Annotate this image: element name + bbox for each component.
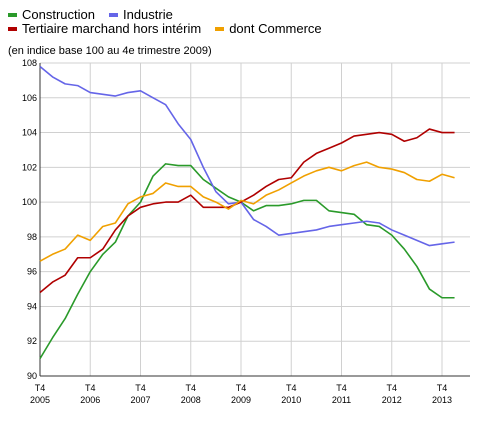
x-tick-year-5: 2010 [281,395,301,405]
x-tick-year-0: 2005 [30,395,50,405]
y-tick-label-102: 102 [22,162,37,172]
y-tick-label-106: 106 [22,93,37,103]
x-tick-label-6: T4 [336,383,347,393]
x-tick-year-4: 2009 [231,395,251,405]
x-tick-label-4: T4 [236,383,247,393]
x-tick-label-7: T4 [386,383,397,393]
y-tick-label-96: 96 [27,267,37,277]
legend-item-industrie: Industrie [108,7,173,22]
x-tick-year-6: 2011 [332,395,351,405]
x-tick-label-3: T4 [185,383,196,393]
y-tick-label-90: 90 [27,371,37,381]
x-tick-label-0: T4 [35,383,46,393]
x-tick-label-1: T4 [85,383,96,393]
legend-item-construction: Construction [8,8,95,22]
y-tick-label-98: 98 [27,232,37,242]
legend-row-1: Construction Industrie [8,8,336,22]
series-line-construction [39,163,455,360]
y-tick-label-94: 94 [27,301,37,311]
legend-swatch-construction [8,12,17,17]
y-tick-label-108: 108 [22,58,37,68]
y-tick-label-92: 92 [27,336,37,346]
legend-row-2: Tertiaire marchand hors intérim dont Comm… [8,22,336,36]
x-tick-year-3: 2008 [181,395,201,405]
series-line-tertiaire [39,128,455,294]
y-tick-label-100: 100 [22,197,37,207]
y-tick-label-104: 104 [22,128,37,138]
x-tick-year-8: 2013 [432,395,452,405]
series-line-commerce [39,161,455,262]
x-tick-label-2: T4 [135,383,146,393]
x-tick-year-1: 2006 [80,395,100,405]
x-tick-label-8: T4 [437,383,448,393]
x-tick-year-2: 2007 [130,395,150,405]
x-tick-label-5: T4 [286,383,297,393]
legend-label-industrie: Industrie [122,7,173,22]
legend-item-tertiaire: Tertiaire marchand hors intérim [8,22,201,36]
chart-legend: Construction Industrie Tertiaire marchand… [8,8,336,36]
chart-subtitle: (en indice base 100 au 4e trimestre 2009… [8,45,212,57]
legend-item-commerce: dont Commerce [215,21,322,36]
legend-swatch-tertiaire [8,26,17,31]
legend-swatch-industrie [108,12,118,17]
legend-label-tertiaire: Tertiaire marchand hors intérim [22,21,202,36]
series-line-industrie [39,65,455,247]
x-tick-year-7: 2012 [382,395,402,405]
legend-label-commerce: dont Commerce [229,21,322,36]
legend-label-construction: Construction [22,7,95,22]
legend-swatch-commerce [215,26,225,31]
